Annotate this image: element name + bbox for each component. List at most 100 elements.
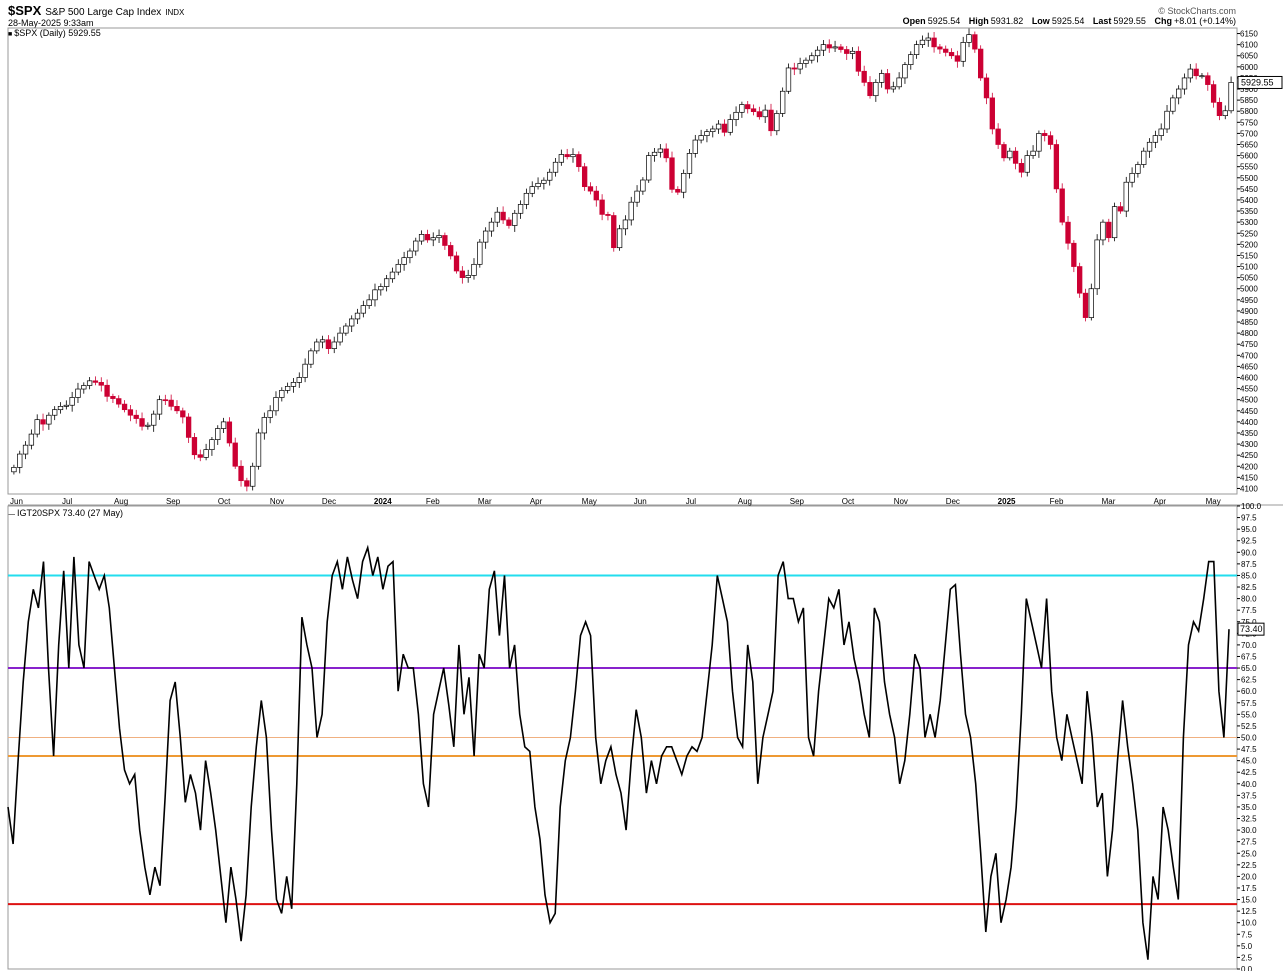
candle-body <box>86 380 93 386</box>
symbol[interactable]: $SPX <box>8 3 42 18</box>
candle-body <box>1082 292 1089 318</box>
candle-body <box>774 113 780 132</box>
indicator-y-tick-label: 62.5 <box>1241 676 1257 685</box>
x-tick-label: Jul <box>686 497 696 506</box>
x-tick-label: Nov <box>894 497 908 506</box>
symbol-title: $SPX S&P 500 Large Cap Index INDX <box>8 3 184 18</box>
price-y-tick-label: 4150 <box>1240 473 1258 482</box>
candle-body <box>646 155 652 181</box>
candle-body <box>389 271 396 280</box>
high-value: 5931.82 <box>990 16 1024 26</box>
candle-body <box>156 399 163 415</box>
candle-body <box>710 128 716 132</box>
candle-body <box>1036 133 1042 152</box>
x-tick-label: Dec <box>322 497 336 506</box>
indicator-y-tick-label: 60.0 <box>1241 687 1257 696</box>
low-value: 5925.54 <box>1051 16 1085 26</box>
candle-body <box>622 219 629 230</box>
price-y-tick-label: 6000 <box>1240 63 1258 72</box>
candle-body <box>890 86 896 90</box>
candle-body <box>634 190 640 203</box>
candle-body <box>308 350 314 365</box>
x-tick-label: Aug <box>114 497 128 506</box>
candle-body <box>541 179 547 184</box>
candle-body <box>284 386 291 391</box>
candle-body <box>477 241 483 265</box>
price-y-tick-label: 4250 <box>1240 451 1258 460</box>
candle-body <box>587 186 594 192</box>
x-tick-label: Jun <box>10 497 23 506</box>
candle-body <box>1141 150 1147 165</box>
candle-body <box>366 299 372 306</box>
candle-body <box>1065 221 1071 244</box>
timestamp: 28-May-2025 9:33am <box>8 18 94 28</box>
indicator-y-tick-label: 65.0 <box>1241 664 1257 673</box>
price-y-tick-label: 5100 <box>1240 263 1258 272</box>
candle-body <box>1007 150 1013 159</box>
candle-body <box>605 214 611 216</box>
candle-body <box>22 444 29 455</box>
indicator-y-tick-label: 7.5 <box>1241 930 1253 939</box>
candle-body <box>46 414 52 425</box>
candle-body <box>98 382 104 386</box>
candle-body <box>168 399 174 407</box>
candle-body <box>1042 133 1048 136</box>
indicator-y-tick-label: 92.5 <box>1241 537 1257 546</box>
candle-body <box>273 397 279 412</box>
candle-body <box>651 151 658 156</box>
candle-body <box>937 46 943 50</box>
candle-body <box>180 410 186 418</box>
last-price-tag <box>1237 75 1283 89</box>
x-tick-label: May <box>1206 497 1221 506</box>
candle-body <box>302 363 308 378</box>
candle-body <box>803 59 809 64</box>
indicator-y-tick-label: 12.5 <box>1241 907 1257 916</box>
candle-body <box>500 211 506 221</box>
candle-body <box>133 414 139 419</box>
candle-body <box>657 148 664 153</box>
candle-body <box>296 377 302 383</box>
price-y-tick-label: 5400 <box>1240 196 1258 205</box>
price-y-tick-label: 6150 <box>1240 30 1258 39</box>
candle-body <box>855 50 862 72</box>
candle-body <box>395 263 401 273</box>
candle-body <box>244 480 250 487</box>
candle-body <box>954 55 961 62</box>
brand-logo[interactable]: © StockCharts.com <box>1158 6 1236 16</box>
candle-body <box>1053 144 1060 190</box>
candle-body <box>378 286 384 291</box>
indicator-y-tick-label: 52.5 <box>1241 722 1257 731</box>
candle-body <box>482 230 489 243</box>
price-y-tick-label: 4700 <box>1240 351 1258 360</box>
candle-body <box>407 250 413 259</box>
candle-body <box>878 73 885 83</box>
candle-body <box>430 237 436 241</box>
candle-body <box>1018 163 1025 173</box>
x-tick-label: Sep <box>790 497 805 506</box>
x-tick-label: Oct <box>842 497 855 506</box>
x-axis: Jun Jul Aug Sep Oct Nov Dec 2024 Feb Mar Apr May Jun… <box>10 497 1221 506</box>
candle-body <box>1100 221 1106 241</box>
candle-body <box>826 44 832 49</box>
candle-body <box>401 257 407 265</box>
candle-body <box>197 454 203 458</box>
open-value: 5925.54 <box>927 16 961 26</box>
x-tick-label: Oct <box>218 497 231 506</box>
price-y-tick-label: 4800 <box>1240 329 1258 338</box>
candle-body <box>383 278 390 287</box>
candle-body <box>442 235 448 246</box>
indicator-line <box>7 544 1230 960</box>
candle-body <box>267 410 273 418</box>
candle-body <box>593 190 599 201</box>
price-y-tick-label: 4550 <box>1240 385 1258 394</box>
candle-body <box>1111 206 1118 239</box>
price-y-tick-label: 4400 <box>1240 418 1258 427</box>
candle-body <box>162 399 168 402</box>
candle-body <box>972 34 978 50</box>
candle-body <box>715 123 722 130</box>
price-y-tick-label: 4200 <box>1240 462 1258 471</box>
indicator-y-axis: 0.0 2.5 5.0 7.5 10.0 12.5 15.0 17.5 20.0 22.5 25.0… <box>1237 502 1262 971</box>
candle-body <box>1199 75 1205 78</box>
candle-body <box>943 48 949 53</box>
